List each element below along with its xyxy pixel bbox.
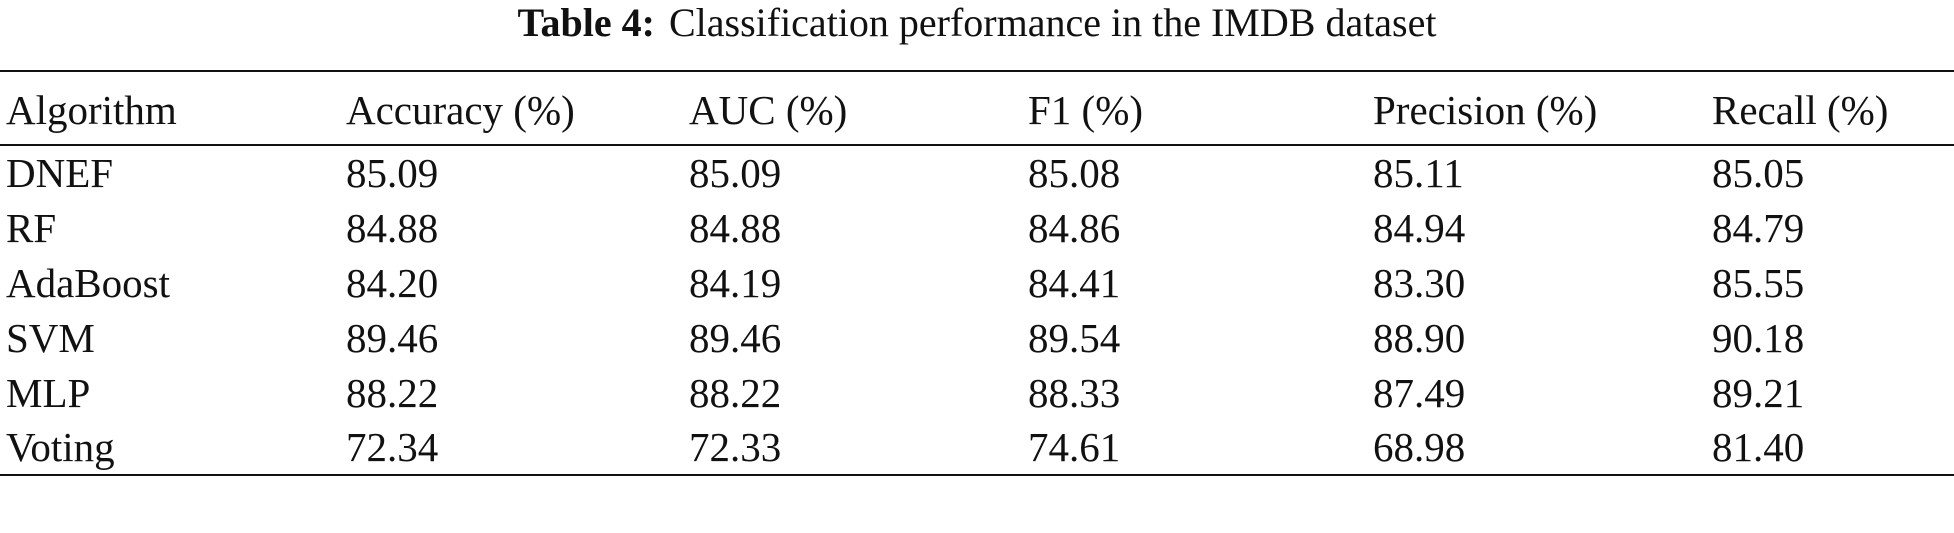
- cell-accuracy: 84.20: [346, 259, 439, 306]
- table-row: MLP 88.22 88.22 88.33 87.49 89.21: [0, 365, 1954, 420]
- column-header-recall: Recall (%): [1712, 87, 1889, 133]
- table-caption-label: Table 4:: [517, 0, 655, 45]
- cell-recall: 85.05: [1712, 150, 1805, 196]
- table-caption: Table 4: Classification performance in th…: [0, 0, 1954, 58]
- cell-precision: 68.98: [1373, 424, 1466, 470]
- table-row: RF 84.88 84.88 84.86 84.94 84.79: [0, 200, 1954, 255]
- cell-auc: 88.22: [689, 369, 782, 416]
- cell-algorithm: MLP: [6, 369, 91, 416]
- cell-f1: 84.86: [1028, 204, 1121, 251]
- cell-auc: 72.33: [689, 424, 782, 470]
- cell-precision: 87.49: [1373, 369, 1466, 416]
- cell-accuracy: 72.34: [346, 424, 439, 470]
- cell-precision: 84.94: [1373, 204, 1466, 251]
- cell-auc: 84.88: [689, 204, 782, 251]
- cell-recall: 84.79: [1712, 204, 1805, 251]
- cell-recall: 89.21: [1712, 369, 1805, 416]
- table-caption-text: Classification performance in the IMDB d…: [668, 0, 1437, 45]
- column-header-auc: AUC (%): [689, 87, 848, 133]
- cell-recall: 81.40: [1712, 424, 1805, 470]
- cell-precision: 88.90: [1373, 314, 1466, 361]
- cell-auc: 84.19: [689, 259, 782, 306]
- cell-recall: 85.55: [1712, 259, 1805, 306]
- cell-accuracy: 84.88: [346, 204, 439, 251]
- cell-f1: 84.41: [1028, 259, 1121, 306]
- cell-f1: 85.08: [1028, 150, 1121, 196]
- table-body: DNEF 85.09 85.09 85.08 85.11 85.05 RF 84…: [0, 145, 1954, 475]
- table-row: DNEF 85.09 85.09 85.08 85.11 85.05: [0, 145, 1954, 200]
- results-table-container: Algorithm Accuracy (%) AUC (%) F1 (%) Pr…: [0, 70, 1954, 476]
- cell-algorithm: DNEF: [6, 150, 114, 196]
- cell-precision: 83.30: [1373, 259, 1466, 306]
- table-row: SVM 89.46 89.46 89.54 88.90 90.18: [0, 310, 1954, 365]
- cell-f1: 74.61: [1028, 424, 1121, 470]
- cell-algorithm: AdaBoost: [6, 259, 170, 306]
- table-header: Algorithm Accuracy (%) AUC (%) F1 (%) Pr…: [0, 71, 1954, 145]
- cell-algorithm: RF: [6, 204, 57, 251]
- cell-recall: 90.18: [1712, 314, 1805, 361]
- table-row: AdaBoost 84.20 84.19 84.41 83.30 85.55: [0, 255, 1954, 310]
- column-header-accuracy: Accuracy (%): [346, 87, 575, 133]
- table-row: Voting 72.34 72.33 74.61 68.98 81.40: [0, 420, 1954, 475]
- cell-accuracy: 89.46: [346, 314, 439, 361]
- cell-precision: 85.11: [1373, 150, 1464, 196]
- cell-accuracy: 85.09: [346, 150, 439, 196]
- cell-auc: 85.09: [689, 150, 782, 196]
- cell-accuracy: 88.22: [346, 369, 439, 416]
- table-header-row: Algorithm Accuracy (%) AUC (%) F1 (%) Pr…: [0, 71, 1954, 145]
- results-table: Algorithm Accuracy (%) AUC (%) F1 (%) Pr…: [0, 70, 1954, 476]
- cell-auc: 89.46: [689, 314, 782, 361]
- cell-algorithm: SVM: [6, 314, 95, 361]
- column-header-precision: Precision (%): [1373, 87, 1598, 133]
- cell-algorithm: Voting: [6, 424, 115, 470]
- column-header-algorithm: Algorithm: [6, 87, 177, 133]
- column-header-f1: F1 (%): [1028, 87, 1144, 133]
- cell-f1: 88.33: [1028, 369, 1121, 416]
- cell-f1: 89.54: [1028, 314, 1121, 361]
